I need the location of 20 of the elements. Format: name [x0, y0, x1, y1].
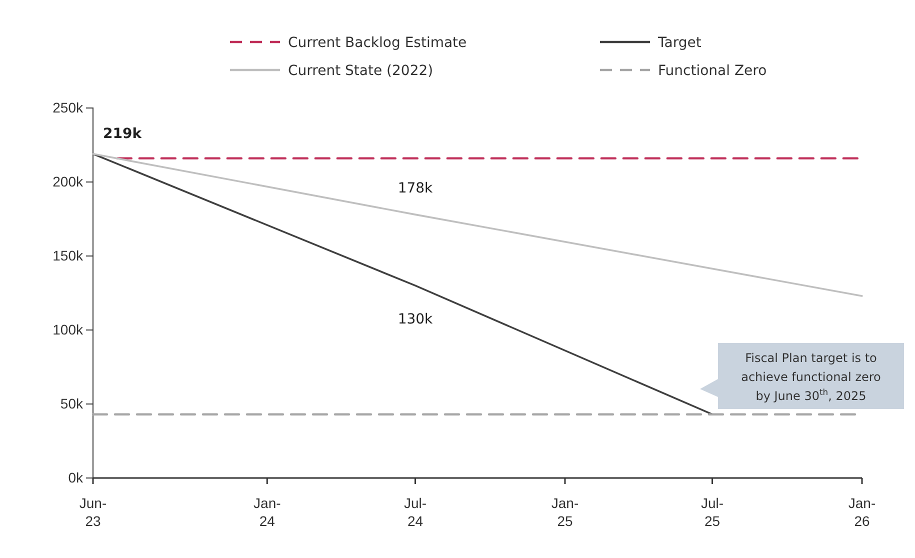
- y-tick-label: 150k: [52, 247, 84, 264]
- x-tick-label: Jan-24: [254, 494, 282, 530]
- x-tick-label: Jul-25: [700, 494, 724, 530]
- x-tick-label: Jun-23: [79, 494, 107, 530]
- data-label: 130k: [398, 312, 434, 328]
- y-tick-label: 250k: [52, 99, 84, 116]
- y-tick-label: 0k: [68, 469, 84, 486]
- y-tick-label: 100k: [52, 321, 84, 338]
- x-tick-label: Jan-25: [551, 494, 579, 530]
- legend-label: Target: [657, 35, 702, 51]
- data-label: 219k: [103, 126, 142, 142]
- x-tick-label: Jan-26: [848, 494, 876, 530]
- y-tick-label: 50k: [60, 395, 84, 412]
- annotation: Fiscal Plan target is to achieve functional zero by June 30$^{th}$, 2025: [741, 351, 881, 403]
- legend-label: Current State (2022): [288, 63, 434, 79]
- legend-label: Functional Zero: [658, 63, 767, 79]
- data-label: 178k: [398, 180, 434, 197]
- y-tick-label: 200k: [52, 173, 84, 190]
- x-tick-label: Jul-24: [404, 494, 427, 530]
- legend-label: Current Backlog Estimate: [288, 35, 467, 51]
